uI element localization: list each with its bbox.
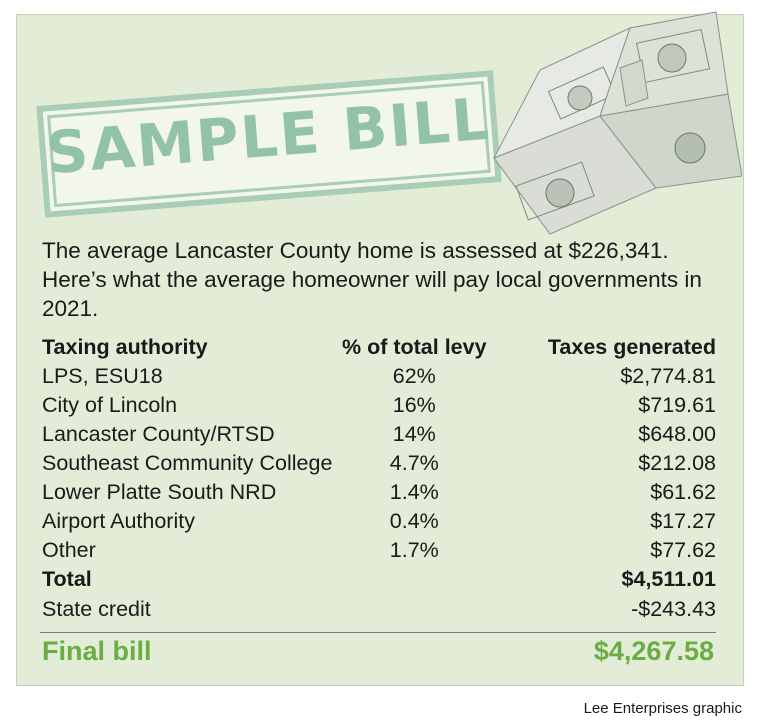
final-divider xyxy=(40,632,716,633)
row-taxes: $2,774.81 xyxy=(620,364,716,388)
row-taxes: $61.62 xyxy=(650,480,716,504)
tax-table: Taxing authority % of total levy Taxes g… xyxy=(42,333,716,625)
row-levy: 0.4% xyxy=(389,509,439,533)
source-credit: Lee Enterprises graphic xyxy=(583,700,742,717)
row-levy: 62% xyxy=(392,364,436,388)
row-authority: Lancaster County/RTSD xyxy=(42,422,275,446)
row-authority: City of Lincoln xyxy=(42,393,178,417)
money-house-icon xyxy=(492,11,742,235)
row-levy: 1.4% xyxy=(389,480,439,504)
total-row: Total $4,511.01 xyxy=(42,565,716,594)
table-header-row: Taxing authority % of total levy Taxes g… xyxy=(42,333,716,362)
final-bill-value: $4,267.58 xyxy=(593,636,714,666)
row-taxes: $719.61 xyxy=(638,393,716,417)
row-levy: 4.7% xyxy=(389,451,439,475)
row-taxes: $77.62 xyxy=(650,538,716,562)
row-levy: 1.7% xyxy=(389,538,439,562)
total-value: $4,511.01 xyxy=(621,567,716,591)
header-taxes: Taxes generated xyxy=(547,335,716,359)
intro-text: The average Lancaster County home is ass… xyxy=(42,238,702,321)
row-levy: 14% xyxy=(392,422,436,446)
table-row: City of Lincoln 16% $719.61 xyxy=(42,391,716,420)
row-authority: Southeast Community College xyxy=(42,451,333,475)
state-credit-label: State credit xyxy=(42,597,151,621)
total-label: Total xyxy=(42,567,92,591)
state-credit-row: State credit -$243.43 xyxy=(42,594,716,625)
header-levy: % of total levy xyxy=(342,335,487,359)
table-row: Airport Authority 0.4% $17.27 xyxy=(42,507,716,536)
row-authority: Lower Platte South NRD xyxy=(42,480,277,504)
row-taxes: $17.27 xyxy=(650,509,716,533)
row-authority: Other xyxy=(42,538,96,562)
table-row: Other 1.7% $77.62 xyxy=(42,536,716,565)
row-authority: LPS, ESU18 xyxy=(42,364,163,388)
header-authority: Taxing authority xyxy=(42,335,208,359)
row-levy: 16% xyxy=(392,393,436,417)
row-taxes: $212.08 xyxy=(638,451,716,475)
state-credit-value: -$243.43 xyxy=(631,597,716,621)
table-row: LPS, ESU18 62% $2,774.81 xyxy=(42,362,716,391)
row-taxes: $648.00 xyxy=(638,422,716,446)
table-row: Southeast Community College 4.7% $212.08 xyxy=(42,449,716,478)
table-row: Lancaster County/RTSD 14% $648.00 xyxy=(42,420,716,449)
row-authority: Airport Authority xyxy=(42,509,195,533)
table-row: Lower Platte South NRD 1.4% $61.62 xyxy=(42,478,716,507)
final-bill-label: Final bill xyxy=(42,636,152,666)
